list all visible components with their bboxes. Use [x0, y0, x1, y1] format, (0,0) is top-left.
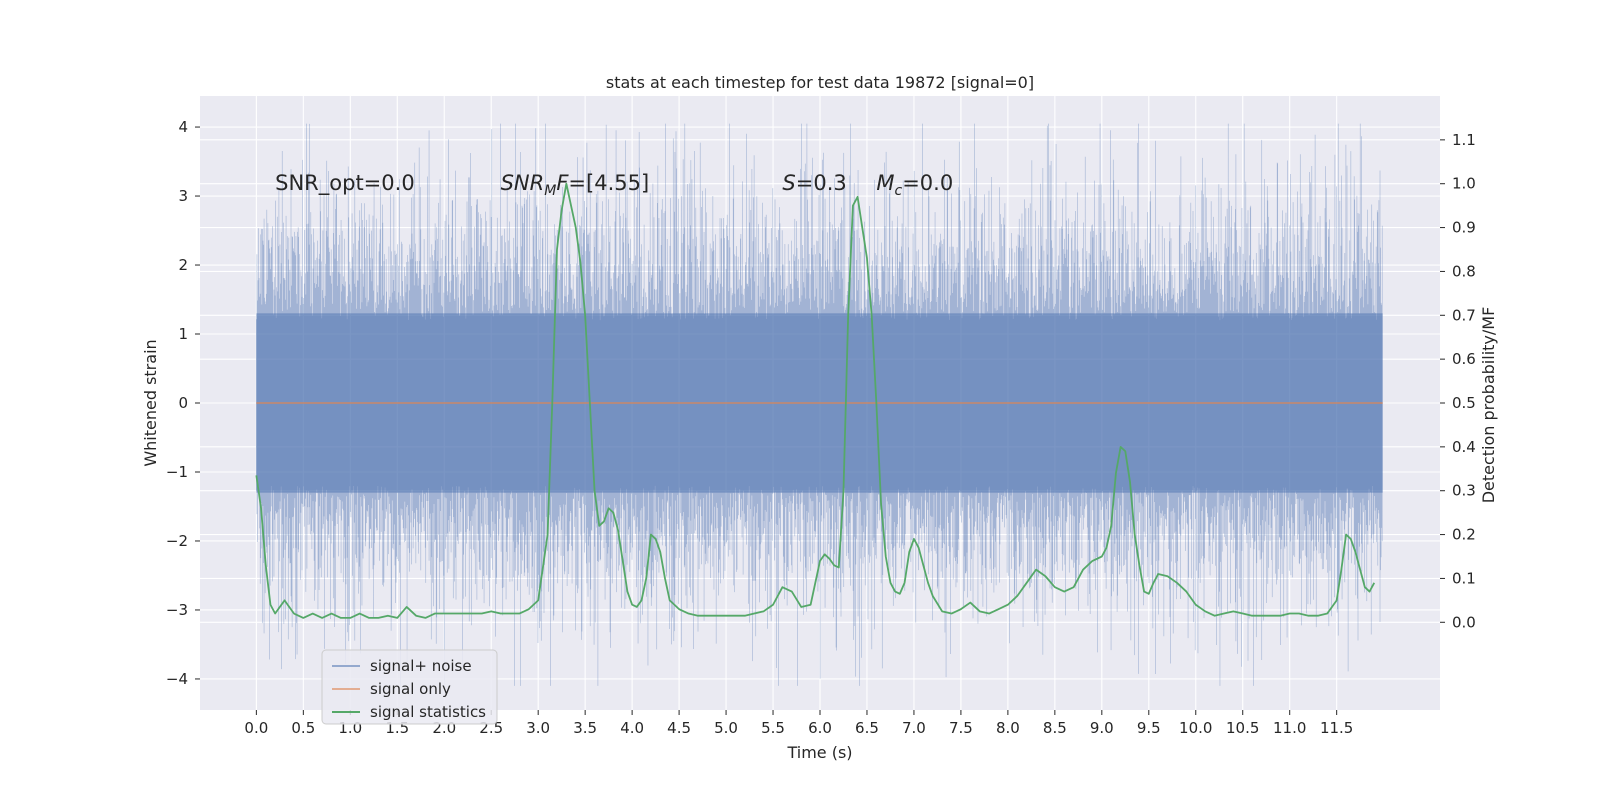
y-right-tick-label: 0.5	[1452, 394, 1476, 412]
y-right-axis-title: Detection probability/MF	[1479, 307, 1498, 504]
x-tick-label: 5.5	[761, 719, 785, 737]
legend-label: signal+ noise	[370, 657, 472, 675]
annotation: SNR_opt=0.0	[275, 171, 415, 196]
x-tick-label: 10.0	[1179, 719, 1212, 737]
y-tick-label: 2	[178, 256, 188, 274]
x-tick-label: 9.0	[1090, 719, 1114, 737]
x-tick-label: 10.5	[1226, 719, 1259, 737]
legend: signal+ noise signal only signal statistic…	[321, 649, 498, 725]
y-tick-label: 1	[178, 325, 188, 343]
chart-title: stats at each timestep for test data 198…	[606, 73, 1034, 92]
y-tick-label: −1	[166, 463, 188, 481]
x-axis-title: Time (s)	[786, 743, 852, 762]
annotation: S=0.3	[782, 171, 846, 195]
x-tick-label: 4.5	[667, 719, 691, 737]
x-tick-label: 3.0	[526, 719, 550, 737]
signal-statistics-line	[255, 182, 1376, 619]
y-right-tick-label: 0.4	[1452, 438, 1476, 456]
y-axis-title: Whitened strain	[141, 339, 160, 466]
x-tick-label: 0.5	[291, 719, 315, 737]
x-tick-label: 6.0	[808, 719, 832, 737]
y-right-tick-label: 1.0	[1452, 175, 1476, 193]
y-right-tick-label: 0.2	[1452, 526, 1476, 544]
y-right-tick-label: 0.7	[1452, 306, 1476, 324]
x-tick-label: 7.5	[949, 719, 973, 737]
annotation: Mc=0.0	[876, 171, 953, 199]
y-tick-label: −3	[166, 601, 188, 619]
axes: 0.0 0.5 1.0 1.5 2.0 2.5 3.0 3.5 4.0 4.5 5.0 5.5 6.0 6…	[166, 118, 1476, 737]
legend-label: signal statistics	[370, 703, 486, 721]
x-tick-label: 11.5	[1320, 719, 1353, 737]
y-right-tick-label: 0.9	[1452, 219, 1476, 237]
y-tick-label: 3	[178, 187, 188, 205]
legend-label: signal only	[370, 680, 451, 698]
annotations: SNR_opt=0.0 SNRMF=[4.55] S=0.3 Mc=0.0	[275, 171, 953, 199]
y-right-tick-label: 0.3	[1452, 482, 1476, 500]
y-right-tick-label: 0.8	[1452, 262, 1476, 280]
x-tick-label: 0.0	[244, 719, 268, 737]
y-right-tick-label: 0.6	[1452, 350, 1476, 368]
noise-trace	[256, 123, 1383, 686]
x-tick-label: 11.0	[1273, 719, 1306, 737]
x-tick-label: 8.0	[996, 719, 1020, 737]
x-tick-label: 8.5	[1043, 719, 1067, 737]
y-right-tick-label: 0.0	[1452, 613, 1476, 631]
legend-box	[321, 649, 498, 725]
x-tick-label: 7.0	[902, 719, 926, 737]
y-tick-label: −2	[166, 532, 188, 550]
y-tick-label: 4	[178, 118, 188, 136]
series-layer	[255, 182, 1383, 619]
y-tick-label: 0	[178, 394, 188, 412]
x-tick-label: 6.5	[855, 719, 879, 737]
y-right-tick-label: 0.1	[1452, 569, 1476, 587]
x-tick-label: 4.0	[620, 719, 644, 737]
annotation: SNRMF=[4.55]	[501, 171, 650, 199]
x-tick-label: 3.5	[573, 719, 597, 737]
x-tick-label: 9.5	[1137, 719, 1161, 737]
y-right-tick-label: 1.1	[1452, 131, 1476, 149]
x-tick-label: 5.0	[714, 719, 738, 737]
y-tick-label: −4	[166, 670, 188, 688]
